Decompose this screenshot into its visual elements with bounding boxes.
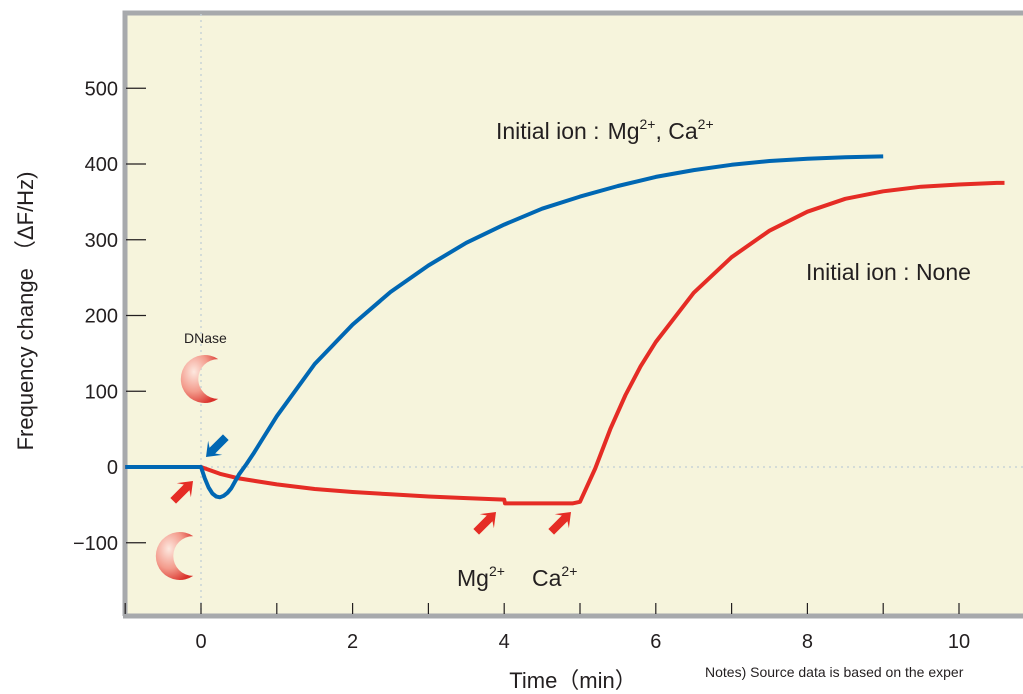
dnase-label: DNase xyxy=(184,330,227,346)
x-tick-label: 8 xyxy=(802,631,813,653)
series-line-initial-none xyxy=(125,180,1005,506)
mg-addition-label: Mg2+ xyxy=(457,563,505,591)
x-tick-label: 6 xyxy=(650,631,661,653)
source-note: Notes) Source data is based on the exper xyxy=(705,664,964,680)
series-label-mg-ca: Initial ion : Mg2+, Ca2+ xyxy=(496,116,714,144)
ca-addition-label: Ca2+ xyxy=(532,563,577,591)
dnase-enzyme-icon-top xyxy=(180,355,219,403)
y-tick-label: 400 xyxy=(85,154,118,176)
red-arrow-ca-addition xyxy=(548,512,571,535)
series-line-initial-mg-ca xyxy=(125,154,884,500)
x-tick-label: 0 xyxy=(195,631,206,653)
red-arrow-mg-addition xyxy=(473,512,496,535)
y-tick-label: 100 xyxy=(85,381,118,403)
y-axis-label: Frequency change （ΔF/Hz) xyxy=(13,172,38,451)
plot-frame-top-left xyxy=(122,10,1023,616)
x-axis-label: Time（min） xyxy=(509,668,637,693)
y-tick-label: 0 xyxy=(107,457,118,479)
x-tick-label: 2 xyxy=(347,631,358,653)
y-tick-label: 300 xyxy=(85,230,118,252)
x-tick-label: 10 xyxy=(948,631,970,653)
x-tick-label: 4 xyxy=(499,631,510,653)
blue-arrow-dnase xyxy=(206,434,229,457)
y-tick-label: 200 xyxy=(85,306,118,328)
y-tick-label: −100 xyxy=(73,533,118,555)
dnase-enzyme-icon-bottom xyxy=(155,532,194,580)
red-arrow-dnase xyxy=(170,481,193,504)
plot-background xyxy=(125,13,1023,616)
y-tick-label: 500 xyxy=(85,78,118,100)
series-label-none: Initial ion : None xyxy=(806,259,971,285)
